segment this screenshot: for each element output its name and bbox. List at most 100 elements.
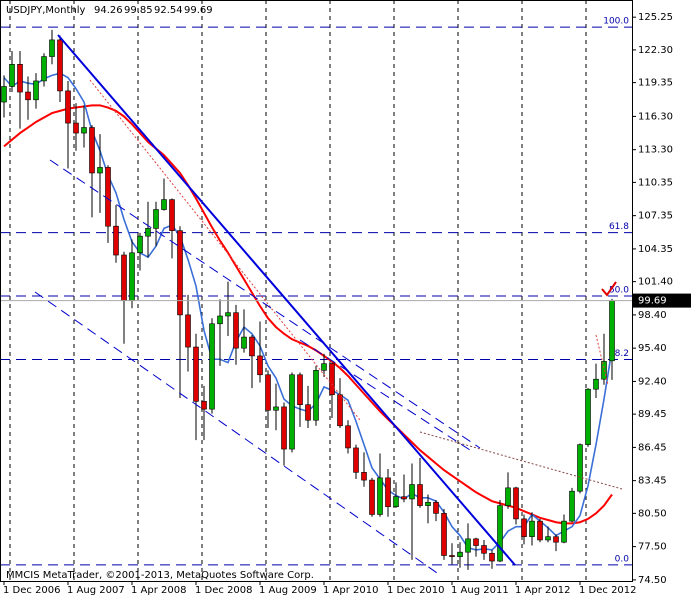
trendline	[89, 79, 361, 421]
trendline	[57, 34, 516, 566]
candle-body	[25, 91, 31, 101]
candle-body	[497, 505, 503, 562]
x-tick-label: 1 Dec 2006	[3, 585, 61, 596]
x-tick-label: 1 Dec 2010	[387, 585, 445, 596]
candle-body	[33, 80, 39, 101]
candle-body	[249, 336, 255, 357]
candle-body	[369, 479, 375, 515]
header-low: 92.54	[154, 5, 183, 16]
candle-body	[97, 167, 103, 174]
plot-area: 100.0 61.8 50.0 38.2 0.0	[0, 0, 632, 581]
header-close: 99.69	[184, 5, 213, 16]
level-label: 50.0	[609, 286, 629, 296]
moving-average	[3, 104, 613, 525]
candle-body	[441, 513, 447, 556]
candle-body	[361, 472, 367, 481]
candle-body	[409, 484, 415, 500]
y-tick-label: 116.30	[638, 111, 673, 122]
candle-body	[561, 520, 567, 543]
trendline	[595, 334, 609, 386]
candle-body	[81, 127, 87, 134]
candle-body	[337, 394, 343, 427]
candle-body	[281, 406, 287, 450]
candle-body	[113, 225, 119, 256]
candle-body	[201, 401, 207, 410]
candle-body	[209, 323, 215, 410]
header-high: 99.85	[124, 5, 153, 16]
channel-line	[34, 291, 441, 576]
candle-body	[345, 425, 351, 449]
y-tick-label: 104.35	[638, 244, 673, 255]
candle-body	[401, 496, 407, 500]
channel-line	[49, 159, 481, 449]
candle-body	[177, 230, 183, 316]
candle-body	[489, 552, 495, 562]
y-tick-label: 113.30	[638, 145, 673, 156]
candle-body	[385, 477, 391, 508]
y-tick-label: 95.40	[638, 343, 667, 354]
x-tick-label: 1 Apr 2012	[515, 585, 570, 596]
x-tick-label: 1 Aug 2011	[451, 585, 509, 596]
candle-body	[241, 336, 247, 349]
y-tick-label: 125.25	[638, 12, 673, 23]
candle-body	[505, 487, 511, 506]
candle-body	[145, 228, 151, 237]
plot-frame	[0, 0, 633, 582]
x-tick-label: 1 Dec 2008	[195, 585, 253, 596]
price-label: 99.69	[638, 296, 667, 307]
candle-body	[1, 86, 7, 103]
chart-title: USDJPY,Monthly	[6, 5, 86, 16]
candle-body	[217, 315, 223, 325]
x-tick-label: 1 Apr 2008	[131, 585, 186, 596]
candle-body	[65, 90, 71, 124]
candle-body	[233, 312, 239, 349]
footer: MMCIS MetaTrader, ©2001-2013, MetaQuotes…	[6, 570, 314, 581]
candle-body	[521, 518, 527, 537]
candle-body	[537, 520, 543, 541]
candle-body	[89, 127, 95, 174]
price-box	[633, 293, 691, 308]
y-tick-label: 89.45	[638, 409, 667, 420]
candle-body	[153, 209, 159, 229]
level-label: 61.8	[609, 222, 629, 232]
candle-body	[529, 520, 535, 537]
y-tick-label: 107.35	[638, 211, 673, 222]
candle-body	[593, 378, 599, 390]
y-tick-label: 80.50	[638, 508, 667, 519]
trendlines	[34, 34, 623, 576]
candle-body	[313, 370, 319, 421]
candle-body	[265, 374, 271, 411]
candle-body	[353, 447, 359, 473]
candle-body	[569, 490, 575, 522]
header-open: 94.26	[94, 5, 123, 16]
y-tick-label: 77.50	[638, 542, 667, 553]
candle-body	[545, 536, 551, 541]
candle-body	[433, 501, 439, 514]
y-tick-label: 119.35	[638, 78, 673, 89]
candle-body	[121, 254, 127, 301]
candle-body	[577, 444, 583, 492]
candle-body	[457, 551, 463, 557]
candle-body	[193, 346, 199, 402]
candle-body	[105, 167, 111, 227]
level-label: 100.0	[603, 17, 629, 27]
candle-body	[129, 252, 135, 301]
candle-body	[137, 235, 143, 254]
x-tick-label: 1 Aug 2007	[67, 585, 125, 596]
candle-body	[473, 538, 479, 546]
candle-body	[321, 363, 327, 371]
candle-body	[273, 406, 279, 411]
candle-body	[609, 300, 615, 362]
channel-line	[299, 339, 471, 451]
level-label: 38.2	[609, 349, 629, 359]
candle-body	[73, 122, 79, 134]
trendline	[419, 431, 623, 490]
candle-body	[297, 374, 303, 406]
y-tick-label: 122.30	[638, 45, 673, 56]
candle-body	[289, 374, 295, 450]
candle-body	[585, 388, 591, 445]
candle-body	[481, 545, 487, 554]
y-tick-label: 74.50	[638, 575, 667, 586]
y-tick-label: 98.40	[638, 310, 667, 321]
